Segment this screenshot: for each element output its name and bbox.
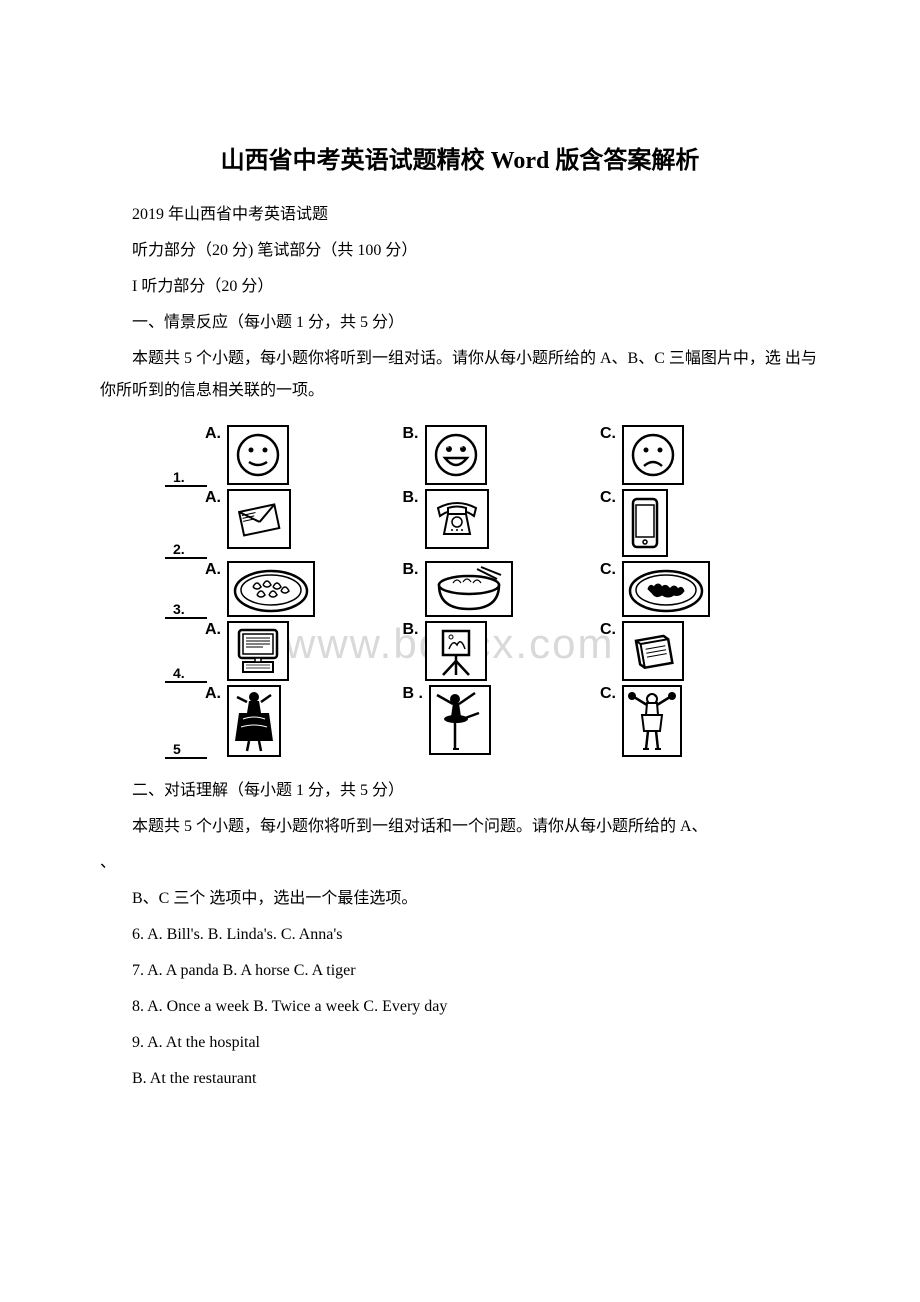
- option-cell: C.: [600, 621, 755, 681]
- section1-description: 本题共 5 个小题，每小题你将听到一组对话。请你从每小题所给的 A、B、C 三幅…: [100, 343, 820, 407]
- option-letter: B.: [403, 561, 419, 579]
- row-underline: [165, 485, 207, 487]
- option-cell: C.: [600, 685, 755, 757]
- plate-food-icon: [622, 561, 710, 617]
- face-happy-icon: [425, 425, 487, 485]
- picture-options-diagram: www.bdocx.com 1. A. B.: [165, 425, 755, 757]
- option-cell: A.: [205, 685, 360, 757]
- row-number: 5: [173, 741, 181, 757]
- section2-desc2: B、C 三个 选项中，选出一个最佳选项。: [100, 883, 820, 915]
- section1-heading: 一、情景反应（每小题 1 分，共 5 分）: [100, 307, 820, 339]
- row-number: 3.: [173, 601, 185, 617]
- row-underline: [165, 757, 207, 759]
- book-icon: [622, 621, 684, 681]
- row-number-box: 2.: [165, 525, 195, 557]
- option-letter: B.: [403, 425, 419, 443]
- question-7: 7. A. A panda B. A horse C. A tiger: [100, 955, 820, 987]
- option-cell: A.: [205, 489, 360, 557]
- face-smile-icon: [227, 425, 289, 485]
- option-letter: C.: [600, 685, 616, 703]
- section2-heading: 二、对话理解（每小题 1 分，共 5 分）: [100, 775, 820, 807]
- option-letter: A.: [205, 685, 221, 703]
- row-number-box: 4.: [165, 649, 195, 681]
- document-title: 山西省中考英语试题精校 Word 版含答案解析: [100, 140, 820, 175]
- computer-icon: [227, 621, 289, 681]
- row-number-box: 5: [165, 725, 195, 757]
- question-8: 8. A. Once a week B. Twice a week C. Eve…: [100, 991, 820, 1023]
- plate-dumplings-icon: [227, 561, 315, 617]
- option-letter: B.: [403, 621, 419, 639]
- option-cell: B.: [403, 425, 558, 485]
- bowl-noodles-icon: [425, 561, 513, 617]
- option-letter: C.: [600, 621, 616, 639]
- diagram-row-4: 4. A.: [165, 621, 755, 681]
- option-letter: A.: [205, 489, 221, 507]
- option-cell: A.: [205, 621, 360, 681]
- row-number-box: 3.: [165, 585, 195, 617]
- dancer-dress-icon: [227, 685, 281, 757]
- diagram-row-3: 3. A.: [165, 561, 755, 617]
- intro-line-1: 2019 年山西省中考英语试题: [100, 199, 820, 231]
- dancer-cheer-icon: [622, 685, 682, 757]
- row-number: 4.: [173, 665, 185, 681]
- option-cell: B.: [403, 621, 558, 681]
- option-letter: C.: [600, 489, 616, 507]
- diagram-row-5: 5 A.: [165, 685, 755, 757]
- diagram-row-1: 1. A. B.: [165, 425, 755, 485]
- option-letter: A.: [205, 561, 221, 579]
- option-letter: A.: [205, 621, 221, 639]
- option-letter: B .: [403, 685, 423, 703]
- option-cell: B .: [403, 685, 558, 757]
- intro-line-2: 听力部分（20 分) 笔试部分（共 100 分）: [100, 235, 820, 267]
- question-6: 6. A. Bill's. B. Linda's. C. Anna's: [100, 919, 820, 951]
- option-letter: C.: [600, 425, 616, 443]
- question-9a: 9. A. At the hospital: [100, 1027, 820, 1059]
- section2-desc1: 本题共 5 个小题，每小题你将听到一组对话和一个问题。请你从每小题所给的 A、: [100, 811, 820, 843]
- option-cell: A.: [205, 561, 360, 617]
- row-underline: [165, 617, 207, 619]
- letter-mail-icon: [227, 489, 291, 549]
- diagram-row-2: 2. A.: [165, 489, 755, 557]
- dancer-ballet-icon: [429, 685, 491, 755]
- smartphone-icon: [622, 489, 668, 557]
- row-number: 1.: [173, 469, 185, 485]
- row-underline: [165, 557, 207, 559]
- option-cell: C.: [600, 425, 755, 485]
- row-underline: [165, 681, 207, 683]
- option-cell: B.: [403, 561, 558, 617]
- telephone-icon: [425, 489, 489, 549]
- section2-desc-punct: 、: [100, 847, 820, 879]
- option-cell: C.: [600, 489, 755, 557]
- intro-line-3: I 听力部分（20 分）: [100, 271, 820, 303]
- option-cell: B.: [403, 489, 558, 557]
- option-letter: C.: [600, 561, 616, 579]
- row-number-box: 1.: [165, 453, 195, 485]
- question-9b: B. At the restaurant: [100, 1063, 820, 1095]
- easel-icon: [425, 621, 487, 681]
- face-sad-icon: [622, 425, 684, 485]
- option-letter: B.: [403, 489, 419, 507]
- option-letter: A.: [205, 425, 221, 443]
- option-cell: A.: [205, 425, 360, 485]
- row-number: 2.: [173, 541, 185, 557]
- option-cell: C.: [600, 561, 755, 617]
